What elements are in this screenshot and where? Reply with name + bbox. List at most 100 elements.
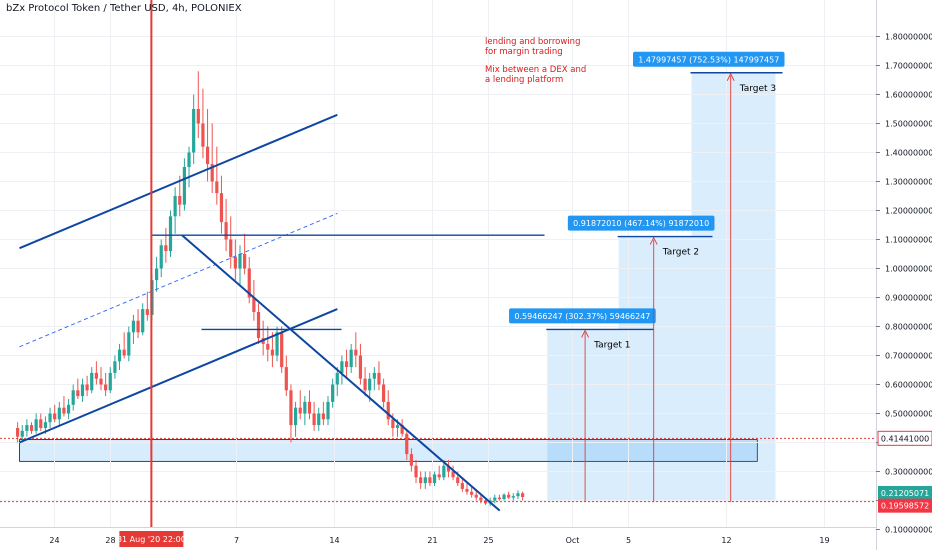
crosshair-time-label: 31 Aug '20 22:00 — [117, 535, 186, 544]
time-tick-label: 12 — [721, 536, 731, 545]
price-badge-label-1: 0.41441000 — [881, 434, 929, 443]
annotation-text: a lending platform — [485, 75, 563, 85]
target-arrowhead-3 — [726, 72, 735, 81]
price-tick-label: 0.30000000 — [885, 468, 932, 477]
price-badge-3 — [878, 498, 932, 513]
price-badge-1 — [877, 430, 932, 446]
candle-body — [266, 343, 270, 350]
price-tick-label: 1.70000000 — [885, 62, 932, 71]
candle-body — [419, 477, 423, 484]
candle-body — [43, 422, 48, 428]
time-tick-label: 21 — [427, 536, 437, 545]
candle-body — [317, 413, 321, 426]
price-badge-label-2: 0.21205071 — [881, 489, 929, 498]
price-axis[interactable] — [876, 0, 932, 550]
target-label-3: 1.47997457 (752.53%) 147997457 — [638, 55, 779, 64]
candle-body — [368, 378, 372, 391]
time-tick-label: 25 — [483, 536, 493, 545]
trend-line-1 — [19, 113, 338, 250]
candle-body — [470, 491, 474, 495]
candle-body — [307, 401, 312, 414]
candle-body — [205, 146, 210, 165]
candle-body — [90, 372, 94, 391]
price-tick-label: 1.10000000 — [885, 236, 932, 245]
price-tick-label: 1.60000000 — [885, 91, 932, 100]
target-label-2: 0.91872010 (467.14%) 91872010 — [573, 219, 709, 228]
candle-body — [219, 193, 224, 223]
candle-body — [104, 384, 108, 391]
candle-body — [224, 222, 228, 240]
candle-body — [303, 401, 307, 414]
candle-body — [502, 494, 506, 500]
candle-body — [76, 390, 80, 397]
candle-body — [270, 349, 275, 356]
candle-body — [391, 419, 395, 428]
candle-body — [48, 413, 52, 423]
candle-body — [497, 497, 502, 500]
candle-body — [229, 239, 233, 257]
candle-body — [409, 454, 413, 466]
candle-body — [414, 465, 418, 478]
candle-body — [243, 254, 247, 269]
candle-body — [168, 216, 173, 252]
chart-title: bZx Protocol Token / Tether USD, 4h, POL… — [6, 3, 242, 14]
annotation-text: Mix between a DEX and — [485, 65, 586, 75]
target-zone-3 — [691, 72, 776, 502]
candle-body — [80, 384, 85, 397]
price-tick-label: 0.10000000 — [885, 526, 932, 535]
candle-body — [154, 268, 159, 281]
candle-body — [182, 167, 186, 205]
target-arrowhead-1 — [581, 329, 590, 338]
candle-body — [451, 471, 455, 478]
candle-body — [432, 474, 437, 484]
candle-body — [187, 152, 191, 167]
candle-body — [358, 355, 363, 379]
candle-body — [280, 332, 284, 368]
candle-body — [233, 256, 237, 269]
candle-body — [474, 494, 478, 498]
time-tick-label: 5 — [626, 536, 631, 545]
price-tick-label: 1.30000000 — [885, 178, 932, 187]
time-tick-label: 28 — [105, 536, 115, 545]
time-tick-label: 14 — [329, 536, 339, 545]
candle-body — [349, 349, 353, 368]
crosshair-time-badge — [119, 531, 184, 547]
candle-body — [94, 372, 98, 379]
candle-body — [386, 401, 390, 420]
target-name-2: Target 2 — [662, 248, 699, 258]
candle-body — [284, 367, 288, 391]
candle-body — [460, 483, 464, 489]
price-tick-label: 0.60000000 — [885, 381, 932, 390]
time-tick-label: 24 — [49, 536, 59, 545]
candle-body — [39, 419, 43, 428]
time-axis[interactable] — [0, 527, 876, 550]
candle-body — [122, 349, 126, 356]
candle-body — [456, 477, 460, 484]
trend-line-4 — [181, 234, 501, 512]
price-tick-label: 0.70000000 — [885, 352, 932, 361]
candle-body — [423, 477, 427, 484]
candle-body — [520, 493, 525, 498]
candle-body — [201, 123, 205, 147]
candle-body — [136, 320, 140, 333]
candle-body — [289, 390, 293, 426]
candle-body — [344, 361, 349, 368]
candle-body — [16, 428, 20, 437]
candle-body — [215, 181, 219, 194]
candle-body — [127, 332, 131, 356]
candle-body — [99, 378, 103, 385]
candle-body — [465, 488, 469, 492]
candle-body — [354, 349, 358, 356]
trend-line-2 — [19, 308, 338, 444]
candle-body — [363, 378, 367, 391]
annotation-text: lending and borrowing — [485, 37, 580, 47]
candle-body — [442, 465, 446, 478]
candle-body — [298, 407, 302, 414]
candle-body — [382, 384, 386, 402]
price-tick-label: 0.90000000 — [885, 294, 932, 303]
time-tick-label: 7 — [234, 536, 239, 545]
target-arrowhead-2 — [649, 236, 658, 245]
candle-body — [71, 390, 75, 405]
